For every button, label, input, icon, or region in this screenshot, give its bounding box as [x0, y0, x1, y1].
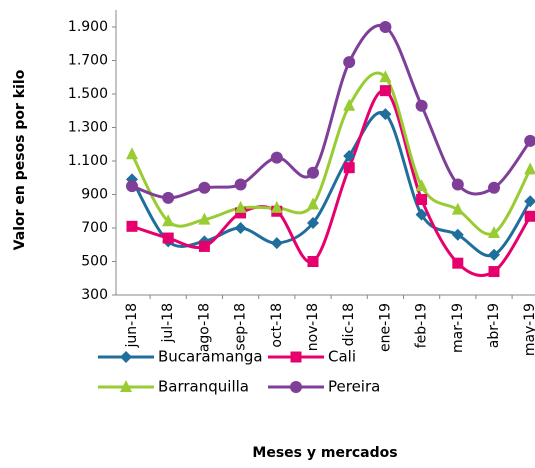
marker: [379, 85, 391, 97]
y-tick-label: 1.700: [68, 53, 108, 69]
marker: [379, 70, 392, 83]
marker: [234, 222, 247, 234]
legend-marker: [120, 380, 132, 392]
x-tick-label: abr-19: [486, 303, 502, 348]
marker: [452, 257, 464, 269]
y-tick-label: 500: [81, 254, 108, 270]
y-tick-label: 300: [81, 287, 108, 303]
x-tick-label: may-19: [522, 303, 535, 356]
marker: [488, 266, 500, 278]
marker: [451, 228, 464, 241]
series-line: [130, 71, 532, 236]
marker: [343, 98, 356, 111]
marker: [162, 232, 174, 244]
marker: [307, 256, 319, 267]
marker: [488, 248, 500, 261]
marker: [307, 197, 319, 210]
marker: [524, 195, 535, 208]
legend-label: Bucaramanga: [158, 348, 263, 366]
marker: [162, 214, 175, 227]
y-tick-label: 1.900: [68, 19, 108, 35]
marker: [451, 178, 464, 191]
marker: [162, 191, 175, 204]
x-tick-label: ago-18: [196, 303, 212, 352]
marker: [198, 181, 211, 194]
marker: [307, 166, 319, 179]
marker: [415, 179, 428, 192]
marker: [343, 162, 355, 174]
x-tick-label: nov-18: [305, 303, 321, 351]
marker: [415, 99, 428, 112]
marker: [270, 151, 283, 164]
marker: [234, 200, 247, 213]
x-tick-label: ene-19: [377, 303, 393, 352]
legend-marker: [290, 381, 302, 393]
marker: [198, 240, 210, 252]
x-tick-label: oct-18: [269, 303, 285, 348]
x-tick-label: sep-18: [233, 303, 249, 351]
marker: [343, 149, 356, 162]
marker: [488, 181, 500, 194]
marker: [234, 178, 247, 191]
series-line: [130, 110, 532, 258]
y-tick-label: 1.500: [68, 86, 108, 102]
y-tick-label: 900: [81, 187, 108, 203]
marker: [270, 200, 283, 213]
legend-label: Barranquilla: [158, 378, 249, 396]
x-tick-label: mar-19: [450, 303, 466, 353]
marker: [126, 220, 138, 232]
x-tick-label: jun-18: [124, 303, 140, 349]
marker: [379, 108, 392, 121]
marker: [451, 202, 464, 215]
marker: [524, 162, 535, 175]
marker: [379, 21, 392, 33]
marker: [343, 56, 356, 69]
marker: [126, 147, 138, 160]
marker: [307, 216, 319, 229]
x-tick-label: jul-18: [160, 303, 176, 344]
marker: [198, 212, 211, 225]
x-tick-label: dic-18: [341, 303, 357, 346]
marker: [126, 180, 138, 193]
marker: [524, 134, 535, 147]
y-tick-label: 700: [81, 220, 108, 236]
y-tick-label: 1.100: [68, 153, 108, 169]
marker: [524, 210, 535, 222]
series-line: [131, 23, 532, 200]
y-axis-title: Valor en pesos por kilo: [12, 69, 28, 250]
y-tick-label: 1.300: [68, 120, 108, 136]
x-tick-label: feb-19: [414, 303, 430, 348]
x-axis-title: Meses y mercados: [252, 445, 397, 461]
marker: [415, 208, 428, 221]
marker: [488, 226, 500, 239]
legend-marker: [290, 351, 302, 363]
marker: [270, 237, 283, 250]
legend-marker: [120, 351, 132, 363]
legend-label: Cali: [328, 348, 356, 366]
marker: [235, 207, 247, 219]
marker: [416, 194, 428, 206]
legend-label: Pereira: [328, 378, 380, 396]
